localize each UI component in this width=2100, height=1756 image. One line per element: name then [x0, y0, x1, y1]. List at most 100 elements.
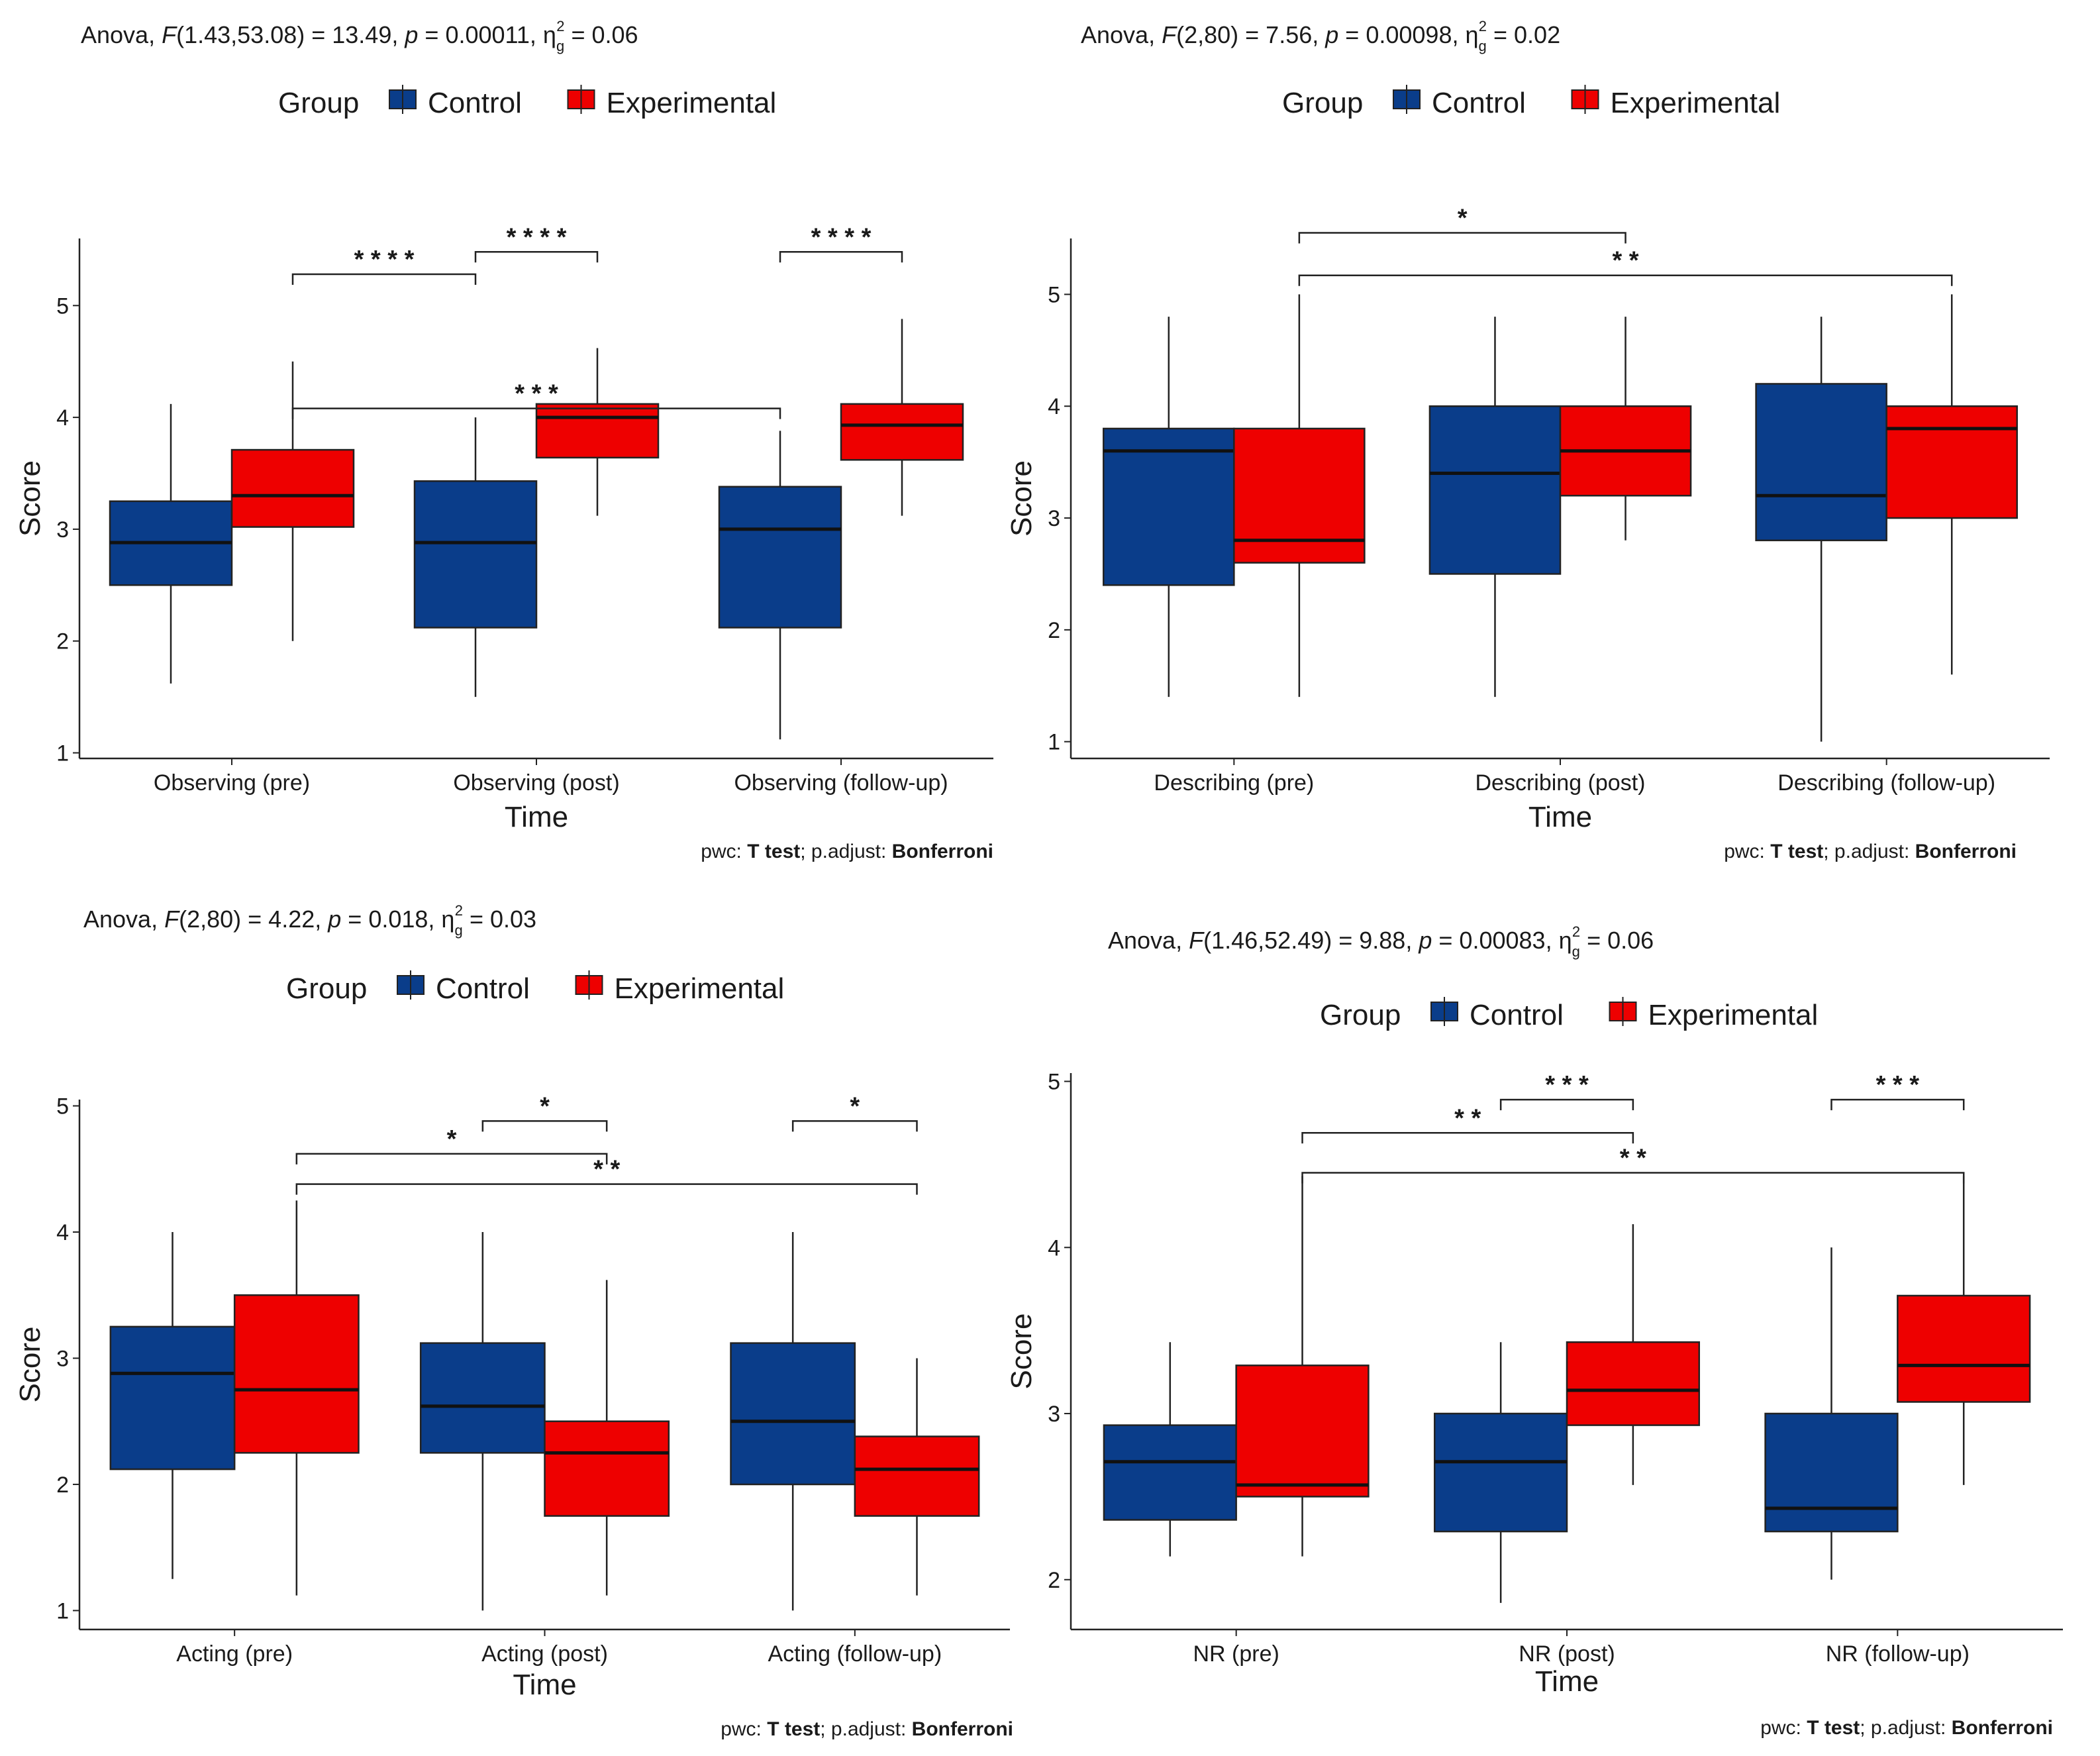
anova-df: (1.46,52.49): [1203, 927, 1332, 954]
anova-eta: , η: [1452, 21, 1478, 48]
bracket-line: [295, 1153, 608, 1164]
legend-label-control: Control: [436, 972, 530, 1005]
anova-eq: =: [341, 905, 368, 933]
y-tick-label: 4: [56, 405, 69, 431]
y-tick-label: 2: [56, 1472, 69, 1498]
anova-f-value: 4.22: [268, 905, 315, 933]
anova-eta-sup: 2: [1572, 923, 1580, 940]
significance-bracket: * *: [1301, 1144, 1965, 1184]
legend-title: Group: [1282, 87, 1363, 119]
box-body: [1235, 1365, 1370, 1498]
anova-label: Anova,: [1108, 927, 1189, 954]
box-body: [1434, 1412, 1568, 1533]
significance-bracket: * * *: [1830, 1071, 1965, 1111]
box-control-2: [730, 1232, 856, 1611]
y-tick-label: 4: [1048, 394, 1060, 419]
significance-bracket: * * * *: [474, 223, 599, 263]
y-tick-label: 4: [56, 1220, 69, 1245]
anova-ges-value: 0.02: [1514, 21, 1560, 48]
significance-label: * *: [593, 1156, 620, 1184]
box-body: [1233, 427, 1366, 564]
box-body: [1764, 1412, 1899, 1533]
box-body: [1755, 383, 1887, 542]
box-body: [544, 1420, 670, 1517]
box-body: [1566, 1341, 1700, 1426]
y-tick-label: 2: [56, 629, 69, 654]
y-tick-label: 3: [1048, 1402, 1060, 1427]
anova-label: Anova,: [1081, 21, 1162, 48]
anova-eq: =: [564, 21, 591, 48]
x-tick-label: Observing (follow-up): [734, 770, 948, 796]
y-tick-label: 5: [1048, 282, 1060, 307]
x-tick-label: Observing (post): [453, 770, 619, 796]
pwc-adjust-label: ; p.adjust:: [1823, 841, 1915, 862]
anova-p-value: 0.00083: [1459, 927, 1545, 954]
anova-label: Anova,: [83, 905, 164, 933]
significance-label: * *: [1620, 1144, 1646, 1172]
anova-title: Anova, F(2,80) = 7.56, p = 0.00098, ηg2 …: [1081, 18, 1560, 54]
legend-title: Group: [286, 972, 367, 1005]
anova-eta-sup: 2: [556, 18, 564, 34]
box-experimental-0: [1235, 1176, 1370, 1557]
box-control-1: [413, 417, 538, 697]
y-tick-label: 1: [1048, 730, 1060, 755]
bracket-line: [1301, 1172, 1965, 1184]
anova-p-symbol: p: [1418, 927, 1432, 954]
significance-label: * * *: [515, 380, 558, 408]
pwc-adjust-method: Bonferroni: [912, 1718, 1013, 1740]
significance-label: *: [540, 1092, 550, 1120]
box-control-1: [1428, 317, 1562, 697]
bracket-line: [481, 1120, 608, 1132]
box-control-0: [109, 1232, 236, 1579]
box-body: [854, 1435, 980, 1517]
significance-bracket: * *: [1301, 1104, 1634, 1144]
pwc-adjust-method: Bonferroni: [892, 841, 993, 862]
significance-label: * * * *: [507, 223, 567, 251]
bracket-line: [1298, 232, 1626, 244]
significance-label: * * *: [1545, 1071, 1589, 1099]
x-tick-label: Acting (post): [481, 1641, 608, 1667]
pwc-caption: pwc: T test; p.adjust: Bonferroni: [1760, 1717, 2053, 1739]
panel-bottom-right: Anova, F(1.46,52.49) = 9.88, p = 0.00083…: [1005, 923, 2063, 1739]
box-experimental-0: [230, 361, 355, 641]
y-tick-label: 1: [56, 741, 69, 766]
legend-label-control: Control: [1470, 999, 1564, 1031]
x-tick-label: Acting (follow-up): [768, 1641, 942, 1667]
significance-bracket: *: [295, 1125, 608, 1164]
bracket-line: [791, 1120, 918, 1132]
panel-top-left: Anova, F(1.43,53.08) = 13.49, p = 0.0001…: [14, 18, 993, 862]
box-experimental-1: [535, 348, 660, 516]
pwc-adjust-label: ; p.adjust:: [1860, 1717, 1951, 1739]
legend-title: Group: [1320, 999, 1401, 1031]
x-axis-label: Time: [505, 801, 568, 833]
bracket-line: [291, 273, 477, 285]
box-control-2: [718, 431, 842, 740]
y-tick-label: 4: [1048, 1235, 1060, 1261]
anova-label: Anova,: [81, 21, 162, 48]
x-tick-label: NR (post): [1519, 1641, 1615, 1667]
pwc-caption: pwc: T test; p.adjust: Bonferroni: [721, 1718, 1013, 1740]
anova-eta: , η: [530, 21, 556, 48]
box-experimental-0: [233, 1200, 360, 1596]
pwc-adjust-method: Bonferroni: [1915, 841, 2017, 862]
anova-p-value: 0.00098: [1366, 21, 1452, 48]
significance-label: *: [1458, 205, 1468, 232]
legend: Group Control Experimental: [286, 970, 784, 1005]
box-body: [413, 480, 538, 629]
x-axis-label: Time: [1528, 801, 1592, 833]
legend: Group Control Experimental: [1282, 85, 1780, 119]
anova-p-value: 0.00011: [445, 21, 529, 48]
significance-bracket: *: [1298, 205, 1626, 244]
x-tick-label: Observing (pre): [154, 770, 310, 796]
anova-eq: =: [1332, 927, 1359, 954]
box-control-0: [1103, 1342, 1237, 1557]
box-control-2: [1764, 1247, 1899, 1580]
anova-eq: =: [418, 21, 445, 48]
significance-bracket: * *: [1298, 247, 1953, 286]
significance-bracket: *: [481, 1092, 608, 1132]
y-tick-label: 5: [56, 1094, 69, 1119]
box-control-2: [1755, 317, 1887, 742]
significance-bracket: * * * *: [779, 223, 903, 263]
anova-df: (2,80): [1176, 21, 1238, 48]
